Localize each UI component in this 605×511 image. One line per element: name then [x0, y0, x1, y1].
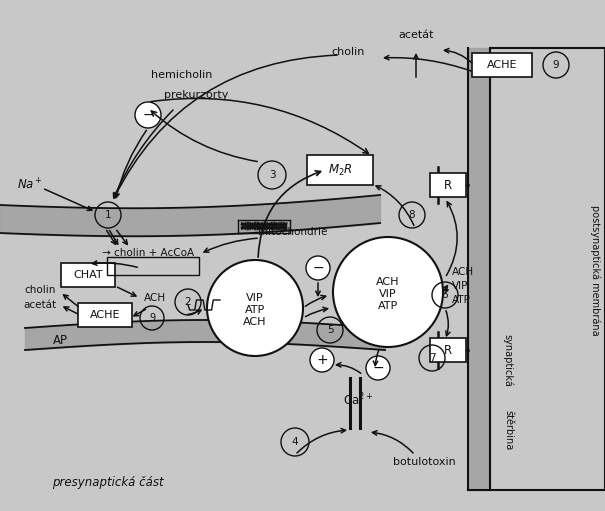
Text: Na$^+$: Na$^+$ [17, 177, 43, 193]
Text: VIP: VIP [452, 281, 468, 291]
Text: 2: 2 [185, 297, 191, 307]
Text: ACHE: ACHE [487, 60, 517, 70]
Text: štěrbina: štěrbina [503, 410, 513, 450]
Text: R: R [444, 343, 452, 357]
Text: −: − [372, 361, 384, 375]
Circle shape [135, 102, 161, 128]
Text: −: − [142, 108, 154, 122]
FancyBboxPatch shape [472, 53, 532, 77]
FancyBboxPatch shape [307, 155, 373, 185]
Text: $M_2R$: $M_2R$ [328, 162, 352, 177]
FancyBboxPatch shape [430, 173, 466, 197]
Text: hemicholin: hemicholin [151, 70, 213, 80]
Text: ACH: ACH [376, 277, 400, 287]
FancyBboxPatch shape [78, 303, 132, 327]
Circle shape [366, 356, 390, 380]
Text: −: − [312, 261, 324, 275]
Text: ACH: ACH [452, 267, 474, 277]
FancyBboxPatch shape [430, 338, 466, 362]
Text: ATP: ATP [245, 305, 265, 315]
Text: prekurzorty: prekurzorty [164, 90, 228, 100]
Text: presynaptická část: presynaptická část [52, 476, 164, 489]
Text: 7: 7 [429, 353, 436, 363]
Circle shape [310, 348, 334, 372]
Text: synaptická: synaptická [503, 334, 513, 386]
Text: 1: 1 [105, 210, 111, 220]
Text: postsynaptická membrána: postsynaptická membrána [590, 205, 600, 335]
Circle shape [333, 237, 443, 347]
FancyBboxPatch shape [61, 263, 115, 287]
Text: ACHE: ACHE [90, 310, 120, 320]
Text: VIP: VIP [379, 289, 397, 299]
Text: ATP: ATP [452, 295, 471, 305]
Text: Ca$^{2+}$: Ca$^{2+}$ [343, 392, 373, 408]
Circle shape [207, 260, 303, 356]
Circle shape [306, 256, 330, 280]
Text: botulotoxin: botulotoxin [393, 457, 456, 467]
Text: acetát: acetát [398, 30, 434, 40]
Text: 9: 9 [553, 60, 559, 70]
Text: → cholin + AcCoA: → cholin + AcCoA [102, 248, 194, 258]
Text: +: + [316, 353, 328, 367]
Text: AP: AP [53, 334, 68, 346]
Text: ACH: ACH [243, 317, 267, 327]
Text: ATP: ATP [378, 301, 398, 311]
Text: R: R [444, 178, 452, 192]
Text: 9: 9 [149, 313, 155, 323]
Text: acetát: acetát [24, 300, 56, 310]
Text: 3: 3 [269, 170, 275, 180]
Text: 5: 5 [327, 325, 333, 335]
Text: CHAT: CHAT [73, 270, 103, 280]
Text: VIP: VIP [246, 293, 264, 303]
Text: 4: 4 [292, 437, 298, 447]
Text: 6: 6 [442, 290, 448, 300]
Text: cholin: cholin [24, 285, 56, 295]
Text: mitochondrie: mitochondrie [258, 227, 327, 237]
Text: ACH: ACH [144, 293, 166, 303]
Text: cholin: cholin [332, 47, 365, 57]
Text: 8: 8 [409, 210, 415, 220]
